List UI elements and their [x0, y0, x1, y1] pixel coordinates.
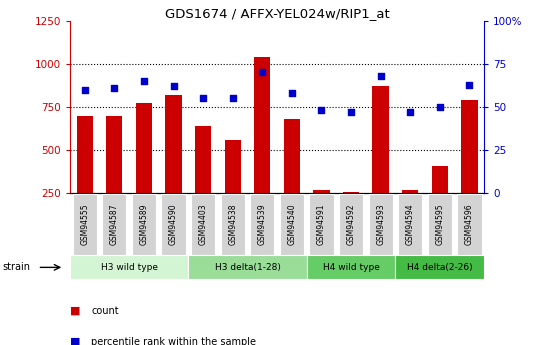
- FancyBboxPatch shape: [280, 195, 304, 255]
- Text: GSM94587: GSM94587: [110, 204, 119, 245]
- FancyBboxPatch shape: [309, 195, 334, 255]
- FancyBboxPatch shape: [221, 195, 245, 255]
- Text: H4 delta(2-26): H4 delta(2-26): [407, 263, 472, 272]
- FancyBboxPatch shape: [398, 195, 422, 255]
- FancyBboxPatch shape: [250, 195, 274, 255]
- Text: GSM94539: GSM94539: [258, 204, 267, 245]
- Text: GSM94593: GSM94593: [376, 204, 385, 245]
- Text: GSM94594: GSM94594: [406, 204, 415, 245]
- FancyBboxPatch shape: [161, 195, 186, 255]
- FancyBboxPatch shape: [70, 255, 188, 279]
- FancyBboxPatch shape: [307, 255, 395, 279]
- Bar: [313, 190, 330, 193]
- Bar: [284, 119, 300, 193]
- Point: [346, 109, 355, 115]
- Text: GSM94592: GSM94592: [346, 204, 356, 245]
- FancyBboxPatch shape: [457, 195, 482, 255]
- Point: [435, 104, 444, 110]
- Bar: [372, 86, 389, 193]
- Bar: [195, 126, 211, 193]
- Point: [287, 90, 296, 96]
- Bar: [165, 95, 182, 193]
- Point: [110, 85, 118, 91]
- Bar: [76, 116, 93, 193]
- Bar: [431, 166, 448, 193]
- Point: [376, 73, 385, 79]
- Title: GDS1674 / AFFX-YEL024w/RIP1_at: GDS1674 / AFFX-YEL024w/RIP1_at: [165, 7, 390, 20]
- FancyBboxPatch shape: [191, 195, 215, 255]
- Text: count: count: [91, 306, 119, 315]
- Text: GSM94403: GSM94403: [199, 204, 208, 245]
- Point: [80, 87, 89, 92]
- FancyBboxPatch shape: [73, 195, 97, 255]
- Point: [406, 109, 414, 115]
- FancyBboxPatch shape: [369, 195, 393, 255]
- Bar: [254, 57, 271, 193]
- FancyBboxPatch shape: [132, 195, 156, 255]
- Bar: [461, 100, 478, 193]
- Text: GSM94540: GSM94540: [287, 204, 296, 245]
- Text: percentile rank within the sample: percentile rank within the sample: [91, 337, 257, 345]
- Point: [465, 82, 473, 87]
- Point: [169, 83, 178, 89]
- Text: ■: ■: [70, 337, 81, 345]
- Text: GSM94595: GSM94595: [435, 204, 444, 245]
- Text: strain: strain: [3, 263, 31, 272]
- Bar: [343, 192, 359, 193]
- FancyBboxPatch shape: [339, 195, 363, 255]
- Point: [199, 96, 207, 101]
- Bar: [106, 117, 123, 193]
- Text: GSM94538: GSM94538: [228, 204, 237, 245]
- Text: H3 delta(1-28): H3 delta(1-28): [215, 263, 280, 272]
- Text: ■: ■: [70, 306, 81, 315]
- Text: GSM94555: GSM94555: [80, 204, 89, 245]
- FancyBboxPatch shape: [102, 195, 126, 255]
- Text: H4 wild type: H4 wild type: [323, 263, 379, 272]
- Point: [139, 78, 148, 84]
- FancyBboxPatch shape: [395, 255, 484, 279]
- Text: GSM94591: GSM94591: [317, 204, 326, 245]
- Text: H3 wild type: H3 wild type: [101, 263, 158, 272]
- Bar: [402, 190, 419, 193]
- Text: GSM94590: GSM94590: [169, 204, 178, 245]
- Text: GSM94589: GSM94589: [139, 204, 148, 245]
- Bar: [136, 103, 152, 193]
- FancyBboxPatch shape: [188, 255, 307, 279]
- Text: GSM94596: GSM94596: [465, 204, 474, 245]
- Bar: [224, 140, 241, 193]
- Point: [258, 70, 266, 75]
- Point: [228, 96, 237, 101]
- FancyBboxPatch shape: [428, 195, 452, 255]
- Point: [317, 108, 325, 113]
